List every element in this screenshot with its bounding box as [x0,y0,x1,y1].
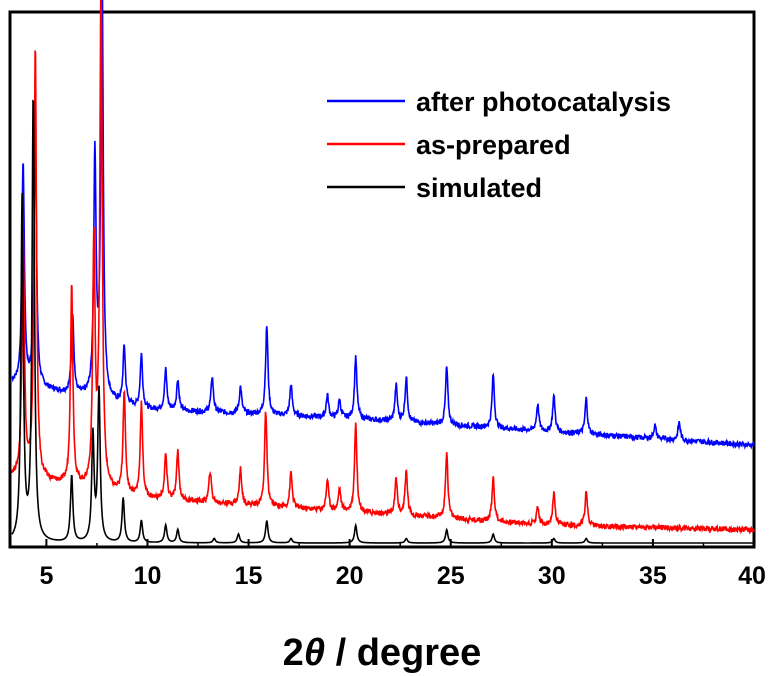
x-tick-label-4: 25 [437,562,465,590]
series-line-0 [11,0,755,451]
x-tick-label-3: 20 [336,562,364,590]
x-tick-label-0: 5 [39,562,53,590]
series-line-2 [11,99,754,544]
legend-label-2: simulated [416,173,542,203]
x-axis-title-suffix: / degree [325,632,481,674]
series-layer [11,0,755,544]
x-tick-label-7: 40 [738,562,766,590]
legend-label-0: after photocatalysis [416,87,671,117]
x-axis-title-prefix: 2 [283,632,304,674]
x-axis-title-symbol: θ [304,632,325,674]
x-tick-label-2: 15 [235,562,263,590]
legend: after photocatalysis as-prepared simulated [327,87,671,203]
x-tick-label-6: 35 [639,562,667,590]
x-tick-label-5: 30 [538,562,566,590]
series-line-1 [11,0,755,535]
x-axis-title: 2θ / degree [283,632,482,674]
plot-frame [8,10,756,549]
x-axis-ticks: 5 10 15 20 25 30 35 40 [39,539,766,590]
x-tick-label-1: 10 [134,562,162,590]
legend-label-1: as-prepared [416,130,571,160]
